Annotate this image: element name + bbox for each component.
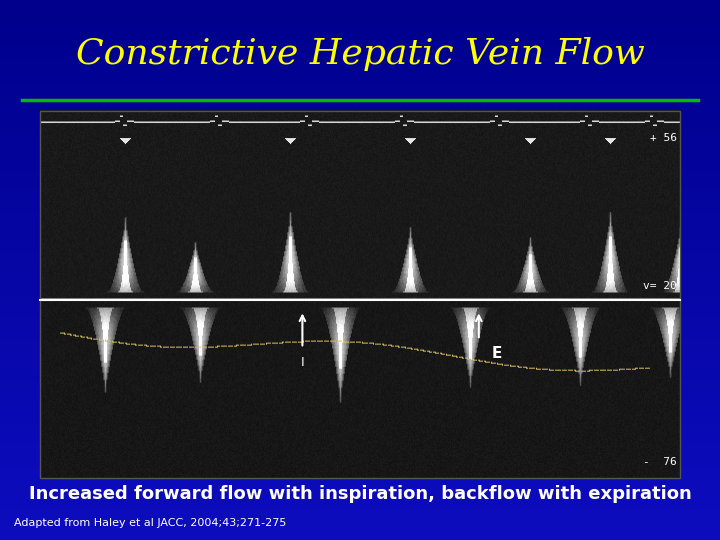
Text: -  76: - 76 <box>643 457 677 467</box>
Text: v= 20: v= 20 <box>643 281 677 291</box>
Text: Constrictive Hepatic Vein Flow: Constrictive Hepatic Vein Flow <box>76 37 644 71</box>
Text: Increased forward flow with inspiration, backflow with expiration: Increased forward flow with inspiration,… <box>29 485 691 503</box>
Text: Adapted from Haley et al JACC, 2004;43;271-275: Adapted from Haley et al JACC, 2004;43;2… <box>14 518 287 528</box>
Bar <box>40 111 680 478</box>
Text: + 56: + 56 <box>649 133 677 143</box>
Text: I: I <box>300 356 305 369</box>
Text: E: E <box>492 346 502 361</box>
